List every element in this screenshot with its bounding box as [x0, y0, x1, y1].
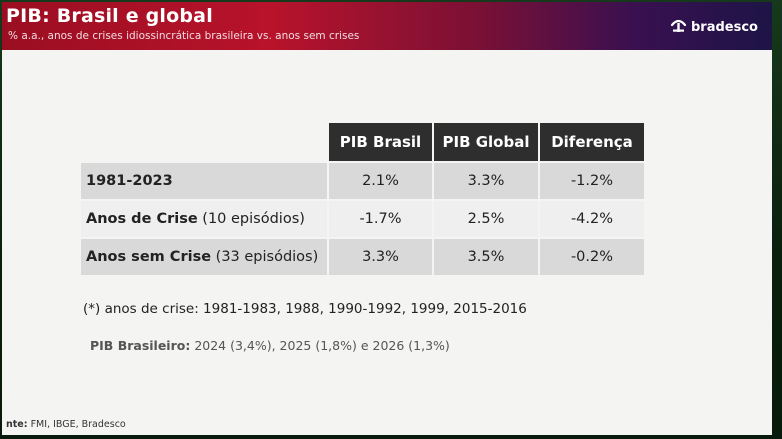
source-label: nte: [6, 419, 28, 430]
source-text: FMI, IBGE, Bradesco [27, 419, 126, 430]
table-header-row: PIB Brasil PIB Global Diferença [81, 123, 644, 161]
row-label-suffix: (10 episódios) [197, 211, 305, 227]
forecast-values: 2024 (3,4%), 2025 (1,8%) e 2026 (1,3%) [190, 338, 450, 353]
slide-title: PIB: Brasil e global [6, 5, 213, 27]
header-empty-cell [81, 123, 327, 161]
row-label-main: 1981-2023 [86, 173, 173, 189]
cell-diferenca: -4.2% [538, 199, 644, 237]
column-header-pib-brasil: PIB Brasil [327, 123, 432, 161]
table-row: 1981-2023 2.1% 3.3% -1.2% [81, 161, 644, 199]
cell-diferenca: -0.2% [538, 237, 644, 275]
cell-pib-brasil: 3.3% [327, 237, 432, 275]
bradesco-tree-icon [670, 17, 687, 37]
bradesco-logo: bradesco [670, 17, 758, 37]
cell-diferenca: -1.2% [538, 161, 644, 199]
column-header-diferenca: Diferença [538, 123, 644, 161]
table-row: Anos sem Crise (33 episódios) 3.3% 3.5% … [81, 237, 644, 275]
row-label: 1981-2023 [81, 161, 327, 199]
cell-pib-brasil: -1.7% [327, 199, 432, 237]
cell-pib-global: 3.3% [432, 161, 538, 199]
row-label: Anos de Crise (10 episódios) [81, 199, 327, 237]
table-row: Anos de Crise (10 episódios) -1.7% 2.5% … [81, 199, 644, 237]
gdp-comparison-table: PIB Brasil PIB Global Diferença 1981-202… [81, 123, 644, 275]
row-label-suffix: (33 episódios) [211, 249, 319, 265]
cell-pib-brasil: 2.1% [327, 161, 432, 199]
row-label-main: Anos sem Crise [86, 249, 212, 265]
gdp-forecast-note: PIB Brasileiro: 2024 (3,4%), 2025 (1,8%)… [90, 338, 450, 353]
logo-text: bradesco [691, 19, 758, 35]
row-label-main: Anos de Crise [86, 211, 198, 227]
forecast-label: PIB Brasileiro: [90, 338, 191, 353]
source-note: nte: FMI, IBGE, Bradesco [6, 419, 126, 430]
slide-header: PIB: Brasil e global % a.a., anos de cri… [2, 2, 772, 50]
cell-pib-global: 3.5% [432, 237, 538, 275]
slide: PIB: Brasil e global % a.a., anos de cri… [2, 2, 772, 435]
slide-subtitle: % a.a., anos de crises idiossincrática b… [8, 30, 360, 42]
cell-pib-global: 2.5% [432, 199, 538, 237]
crisis-years-note: (*) anos de crise: 1981-1983, 1988, 1990… [83, 301, 527, 317]
column-header-pib-global: PIB Global [432, 123, 538, 161]
row-label: Anos sem Crise (33 episódios) [81, 237, 327, 275]
